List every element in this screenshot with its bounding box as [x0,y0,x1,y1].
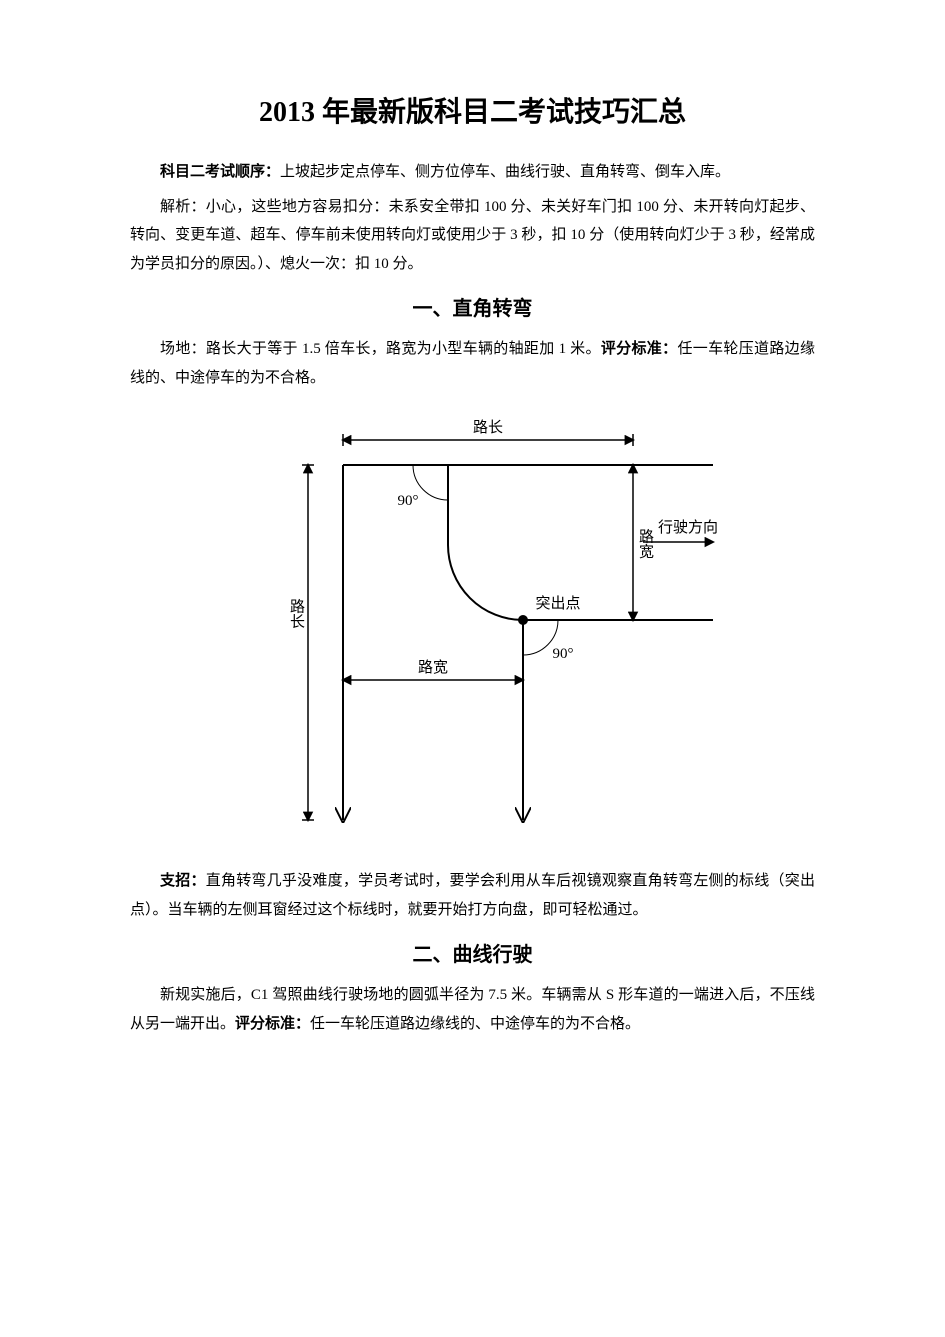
svg-text:90°: 90° [397,493,418,509]
section1-field-para: 场地：路长大于等于 1.5 倍车长，路宽为小型车辆的轴距加 1 米。评分标准：任… [130,335,815,392]
svg-text:路宽: 路宽 [417,659,447,676]
section2-title: 二、曲线行驶 [130,938,815,967]
section1-tip-label: 支招： [160,873,206,889]
svg-text:行驶方向: 行驶方向 [657,519,717,536]
section2-criteria-text: 任一车轮压道路边缘线的、中途停车的为不合格。 [310,1016,640,1032]
order-text: 上坡起步定点停车、侧方位停车、曲线行驶、直角转弯、倒车入库。 [280,164,730,180]
section1-tip-para: 支招：直角转弯几乎没难度，学员考试时，要学会利用从车后视镜观察直角转弯左侧的标线… [130,867,815,924]
svg-text:路长: 路长 [472,419,502,436]
section2-intro-para: 新规实施后，C1 驾照曲线行驶场地的圆弧半径为 7.5 米。车辆需从 S 形车道… [130,981,815,1038]
section1-field-pre: 场地：路长大于等于 1.5 倍车长，路宽为小型车辆的轴距加 1 米。 [160,341,601,357]
section1-title: 一、直角转弯 [130,292,815,321]
section1-tip-text: 直角转弯几乎没难度，学员考试时，要学会利用从车后视镜观察直角转弯左侧的标线（突出… [130,873,815,918]
diagram-svg: 路长突出点路宽行驶方向路长路宽90°90° [213,410,733,840]
svg-text:突出点: 突出点 [535,595,580,612]
intro-analysis-para: 解析：小心，这些地方容易扣分：未系安全带扣 100 分、未关好车门扣 100 分… [130,193,815,279]
right-angle-diagram: 路长突出点路宽行驶方向路长路宽90°90° [130,410,815,845]
intro-order-para: 科目二考试顺序：上坡起步定点停车、侧方位停车、曲线行驶、直角转弯、倒车入库。 [130,158,815,187]
svg-text:路长: 路长 [288,599,305,629]
section1-criteria-label: 评分标准： [601,341,678,357]
order-label: 科目二考试顺序： [160,164,280,180]
svg-text:路宽: 路宽 [637,529,654,560]
section2-criteria-label: 评分标准： [235,1016,310,1032]
svg-text:90°: 90° [552,646,573,662]
document-page: 2013 年最新版科目二考试技巧汇总 科目二考试顺序：上坡起步定点停车、侧方位停… [0,0,945,1337]
page-title: 2013 年最新版科目二考试技巧汇总 [130,90,815,130]
